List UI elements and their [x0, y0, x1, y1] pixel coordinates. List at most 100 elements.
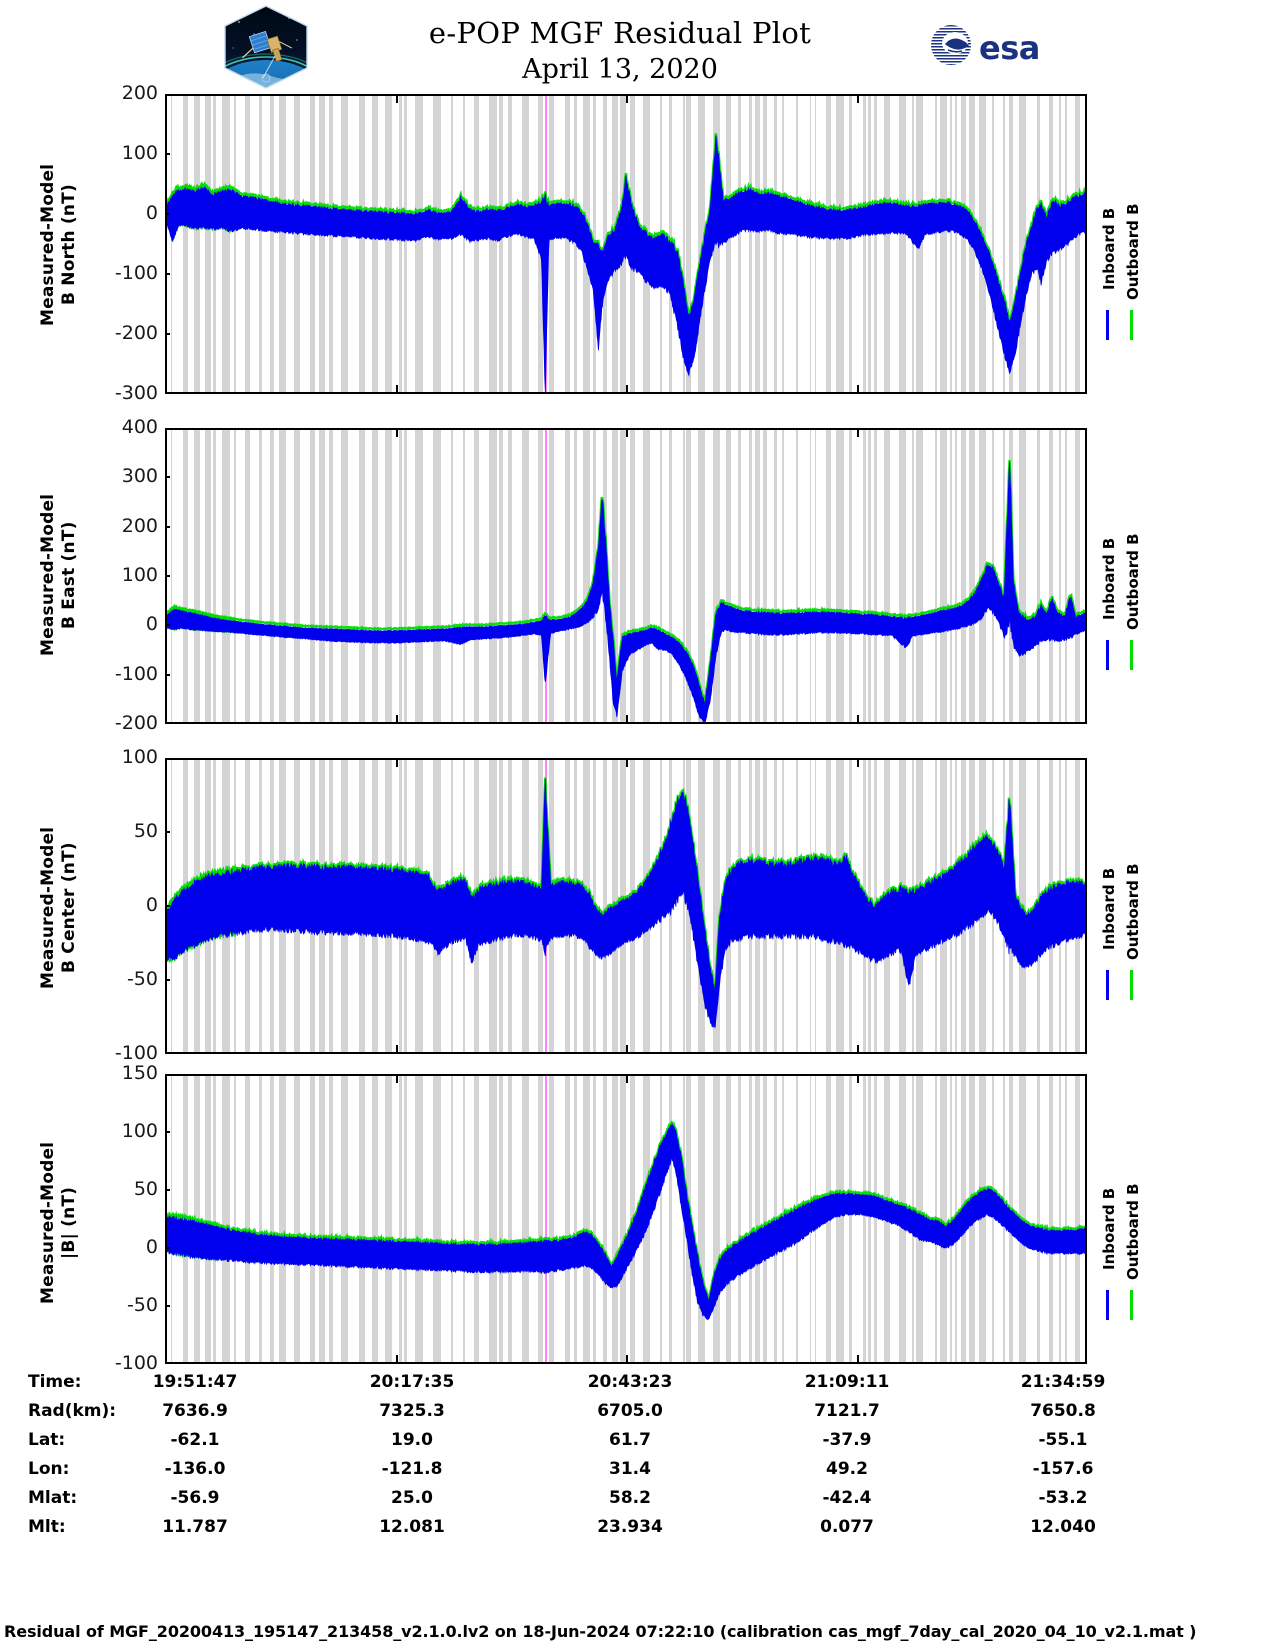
data-gap-band [474, 96, 480, 392]
data-gap-band [213, 430, 216, 722]
data-gap-band [204, 1076, 212, 1362]
data-gap-band [992, 1076, 995, 1362]
data-gap-band [773, 96, 777, 392]
table-cell: 7636.9 [162, 1401, 228, 1421]
data-gap-band [450, 430, 454, 722]
data-gap-band [1074, 430, 1081, 722]
data-gap-band [278, 430, 286, 722]
data-gap-band [398, 430, 402, 722]
data-gap-band [384, 96, 392, 392]
data-gap-band [432, 430, 441, 722]
data-gap-band [244, 430, 250, 722]
data-gap-band [574, 1076, 578, 1362]
x-tick-mark [856, 1075, 859, 1083]
legend-label-outboard: Outboard B [1124, 863, 1142, 960]
data-gap-band [270, 96, 274, 392]
y-tick-label: 100 [121, 1120, 158, 1142]
chart-panel-b-east [165, 428, 1087, 724]
data-gap-band [809, 96, 812, 392]
data-gap-band [1064, 430, 1067, 722]
data-gap-band [415, 430, 423, 722]
data-gap-band [499, 430, 503, 722]
table-row-key: Rad(km): [28, 1401, 117, 1421]
y-tick-label: 200 [121, 514, 158, 537]
table-cell: 21:34:59 [1020, 1372, 1106, 1392]
y-tick-label: 100 [121, 746, 158, 768]
page-title: e-POP MGF Residual Plot April 13, 2020 [330, 14, 910, 88]
data-gap-band [583, 1076, 590, 1362]
y-tick-label: 0 [145, 613, 158, 636]
ylabel-line1: Measured-Model [38, 493, 58, 657]
data-gap-band [358, 430, 366, 722]
y-tick-label: -300 [114, 382, 158, 404]
data-gap-band [939, 430, 948, 722]
data-gap-band [899, 430, 906, 722]
data-gap-band [329, 430, 334, 722]
data-gap-band [738, 96, 742, 392]
data-gap-band [826, 430, 832, 722]
y-tick-label: -100 [114, 1042, 158, 1064]
data-gap-band [955, 96, 957, 392]
data-gap-band [773, 430, 777, 722]
x-tick-mark [856, 385, 859, 393]
ylabel-line1: Measured-Model [38, 163, 58, 327]
data-gap-band [1048, 430, 1053, 722]
data-gap-band [507, 1076, 513, 1362]
data-gap-band [258, 430, 262, 722]
data-gap-band [620, 1076, 626, 1362]
legend-swatch-inboard [1106, 310, 1109, 340]
y-tick-mark [165, 673, 170, 676]
data-gap-band [234, 430, 237, 722]
data-gap-band [969, 430, 976, 722]
data-gap-band [603, 1076, 608, 1362]
y-tick-mark [165, 979, 170, 981]
cassiope-logo-caption: CASSIOPE [252, 81, 281, 87]
data-gap-band [278, 96, 286, 392]
data-gap-band [293, 430, 300, 722]
title-primary: e-POP MGF Residual Plot [428, 16, 812, 50]
data-gap-band [950, 430, 952, 722]
data-gap-band [620, 430, 626, 722]
data-gap-band [565, 1076, 570, 1362]
data-gap-band [849, 430, 853, 722]
table-cell: 11.787 [162, 1517, 228, 1537]
title-date: April 13, 2020 [522, 54, 718, 85]
data-gap-band [499, 1076, 503, 1362]
y-tick-mark [165, 1247, 170, 1249]
table-cell: 12.081 [379, 1517, 445, 1537]
x-tick-mark [626, 1355, 628, 1363]
data-gap-band [916, 430, 924, 722]
table-cell: 0.077 [820, 1517, 874, 1537]
data-gap-band [358, 96, 366, 392]
data-gap-band [939, 1076, 948, 1362]
table-row-key: Lat: [28, 1430, 66, 1450]
table-cell: -121.8 [381, 1459, 443, 1479]
table-cell: 7121.7 [814, 1401, 880, 1421]
data-gap-band [415, 96, 423, 392]
data-gap-band [310, 1076, 316, 1362]
x-tick-mark [856, 759, 859, 767]
table-cell: -56.9 [170, 1488, 220, 1508]
data-gap-band [450, 1076, 454, 1362]
legend-label-outboard: Outboard B [1124, 1183, 1142, 1280]
data-gap-band [712, 760, 720, 1052]
data-gap-band [659, 1076, 662, 1362]
data-gap-band [404, 430, 407, 722]
esa-logo-text: esa [979, 29, 1040, 67]
data-gap-band [310, 430, 316, 722]
data-gap-band [874, 96, 878, 392]
data-gap-band [1074, 1076, 1081, 1362]
data-gap-band [538, 430, 543, 722]
table-row: Rad(km): 7636.9 7325.3 6705.0 7121.7 7650.8 [0, 1401, 1275, 1430]
data-gap-band [762, 1076, 768, 1362]
y-tick-label: 50 [133, 820, 158, 842]
data-gap-band [522, 1076, 530, 1362]
y-tick-label: 0 [145, 894, 158, 916]
data-gap-band [372, 96, 378, 392]
y-tick-label: -200 [114, 712, 158, 734]
data-gap-band [1018, 430, 1026, 722]
table-row-key: Time: [28, 1372, 82, 1392]
x-tick-mark [626, 759, 628, 767]
data-gap-band [862, 1076, 867, 1362]
data-gap-band [992, 96, 995, 392]
